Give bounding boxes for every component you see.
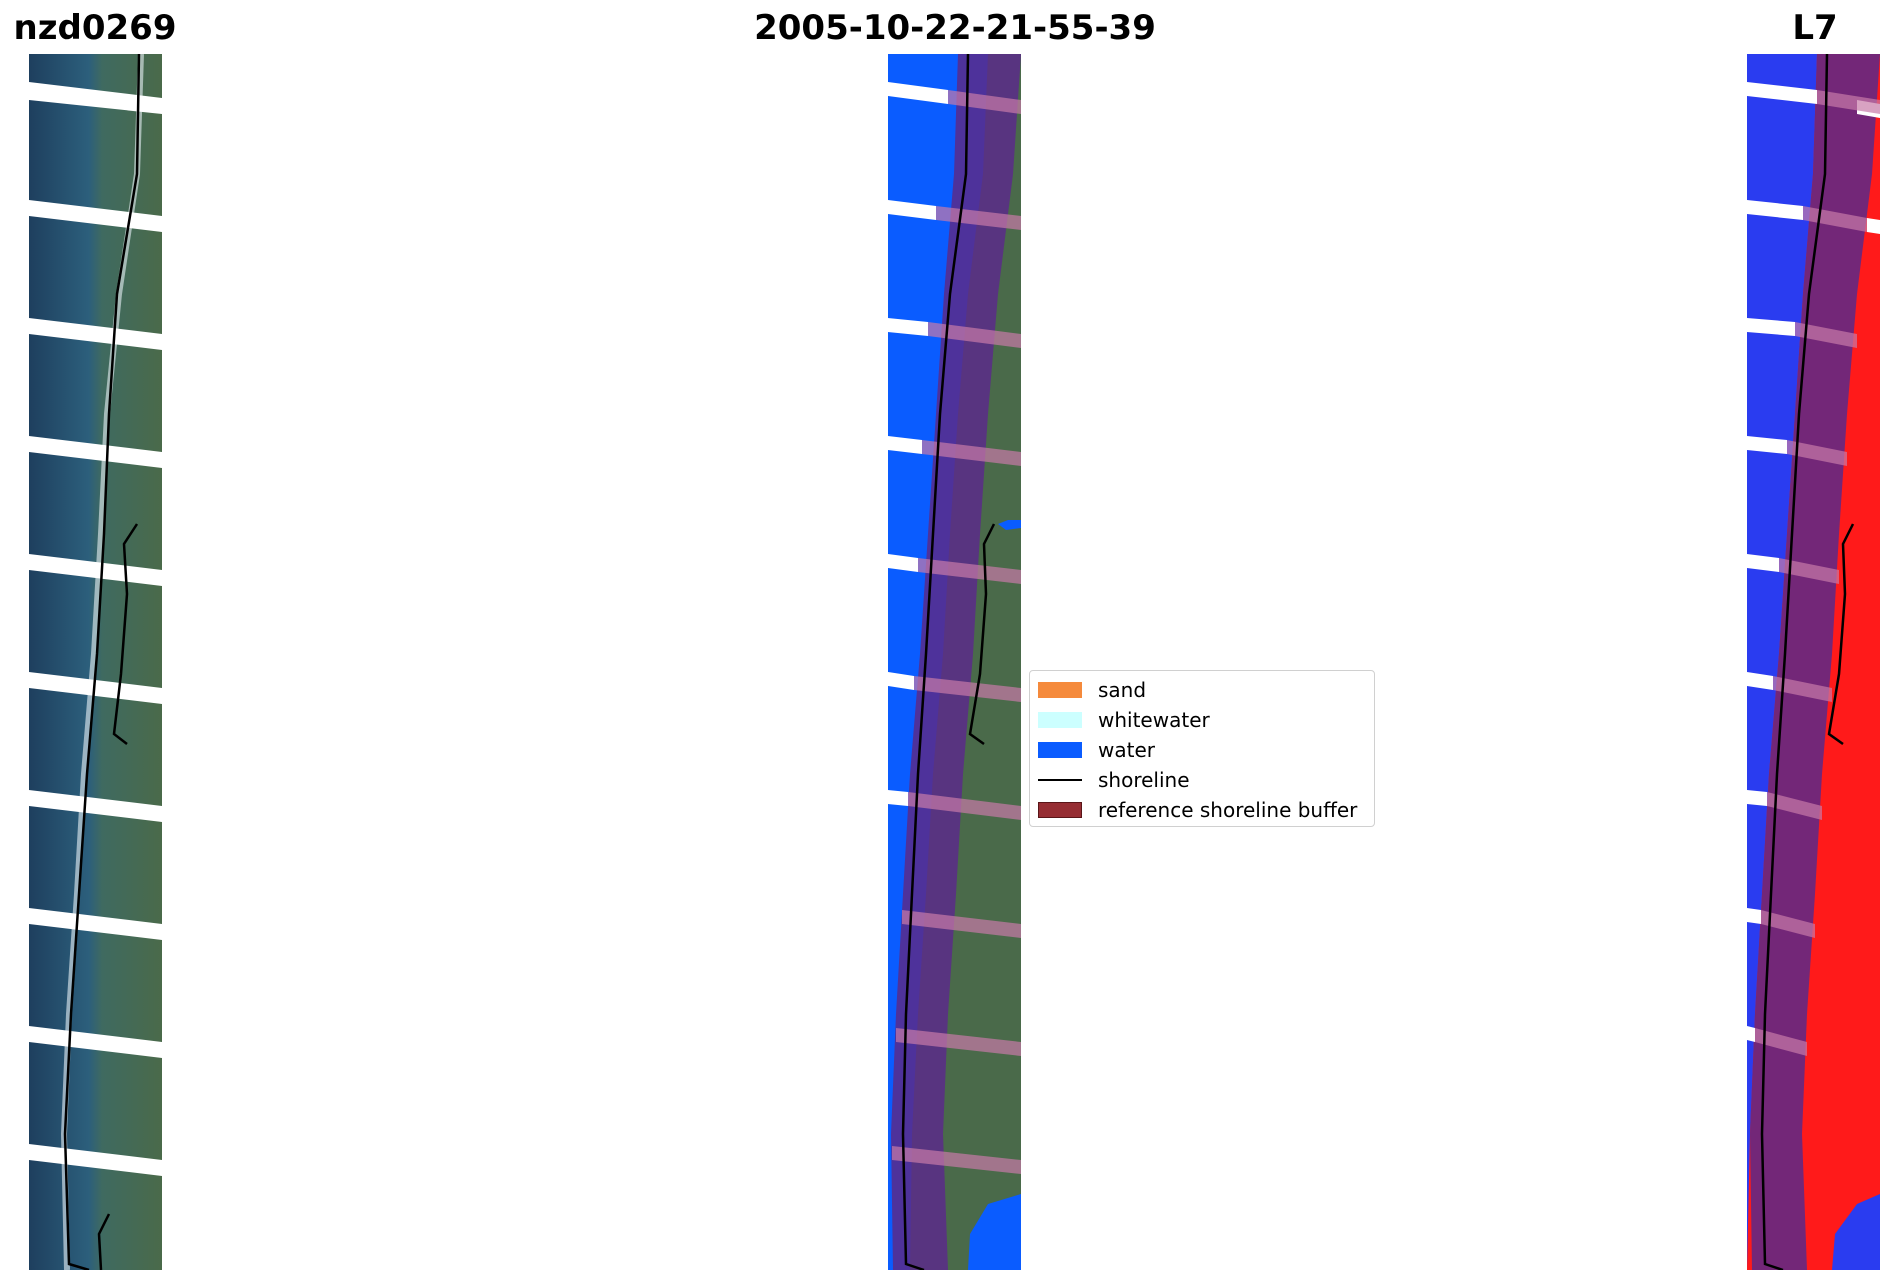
index-image-panel (1747, 54, 1880, 1270)
shoreline-line (63, 54, 141, 1270)
sand-swatch-icon (1038, 682, 1082, 698)
legend-item-buffer: reference shoreline buffer (1038, 798, 1358, 822)
legend-label: whitewater (1098, 708, 1210, 732)
legend-item-water: water (1038, 738, 1155, 762)
legend-item-shoreline: shoreline (1038, 768, 1190, 792)
whitewater-swatch-icon (1038, 712, 1082, 728)
scan-gaps (888, 82, 948, 806)
shoreline-line (901, 54, 970, 1270)
reference-buffer-area (1750, 54, 1880, 1270)
satellite-title: L7 (1792, 8, 1838, 48)
water-swatch-icon (1038, 742, 1082, 758)
legend-item-sand: sand (1038, 678, 1147, 702)
legend: sand whitewater water shoreline referenc… (1029, 670, 1375, 827)
date-title: 2005-10-22-21-55-39 (754, 8, 1156, 48)
estuary-water (1832, 1194, 1880, 1270)
scan-gaps (1747, 82, 1880, 1042)
river-shoreline (112, 523, 139, 745)
estuary-water (968, 1194, 1021, 1270)
river-water (998, 520, 1021, 530)
index-water (1747, 54, 1817, 1270)
legend-label: reference shoreline buffer (1098, 798, 1358, 822)
legend-label: sand (1098, 678, 1147, 702)
shoreline-line (1760, 54, 1829, 1270)
legend-label: water (1098, 738, 1155, 762)
scan-gaps (29, 82, 162, 1176)
classified-image-panel (888, 54, 1021, 1270)
buffer-gap-stripes (1755, 90, 1880, 1056)
site-title: nzd0269 (13, 8, 177, 48)
legend-item-whitewater: whitewater (1038, 708, 1210, 732)
estuary-shoreline (97, 1213, 111, 1270)
rgb-image-panel (29, 54, 162, 1270)
shoreline-line-icon (1038, 779, 1082, 781)
river-shoreline (1827, 523, 1855, 746)
buffer-swatch-icon (1038, 802, 1082, 818)
legend-label: shoreline (1098, 768, 1190, 792)
surf-zone (60, 54, 144, 1270)
river-shoreline (968, 523, 996, 746)
reference-buffer-area (891, 54, 1021, 1270)
